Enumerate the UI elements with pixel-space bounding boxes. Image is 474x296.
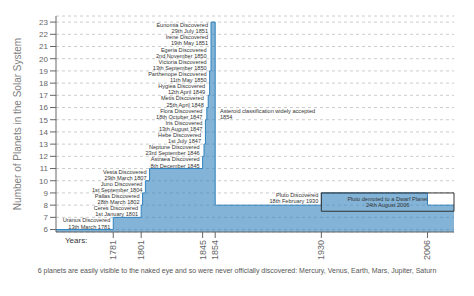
svg-text:Hebe Discovered1st July 1847: Hebe Discovered1st July 1847 [158,132,201,144]
svg-text:10: 10 [39,177,48,186]
svg-text:17: 17 [39,91,48,100]
svg-text:18: 18 [39,79,48,88]
svg-text:22: 22 [39,30,48,39]
svg-text:Number of Planets in the Solar: Number of Planets in the Solar System [12,38,23,210]
svg-text:Egeria Discovered2nd November: Egeria Discovered2nd November 1850 [156,47,207,59]
svg-text:1845: 1845 [198,240,208,260]
svg-text:12: 12 [39,152,48,161]
svg-text:Irene Discovered19th May 1851: Irene Discovered19th May 1851 [166,34,208,46]
svg-text:Asteroid classification widely: Asteroid classification widely accepted1… [220,108,315,120]
svg-text:15: 15 [39,116,48,125]
svg-text:Neptune Discovered23rd Septemb: Neptune Discovered23rd September 1846 [146,144,200,156]
svg-text:19: 19 [39,67,48,76]
svg-text:Pallas Discovered28th March 18: Pallas Discovered28th March 1802 [95,193,140,205]
svg-text:Astraea Discovered8th December: Astraea Discovered8th December 1845 [150,156,199,168]
svg-text:16: 16 [39,103,48,112]
svg-text:7: 7 [44,213,49,222]
svg-text:23: 23 [39,18,48,27]
svg-text:Uranus Discovered13th March 17: Uranus Discovered13th March 1781 [63,217,111,229]
svg-text:20: 20 [39,55,48,64]
html-text:6 planets are easily visible t: 6 planets are easily visible to the nake… [37,267,437,274]
svg-text:6: 6 [44,225,49,234]
svg-text:Juno Discovered1st September 1: Juno Discovered1st September 1804 [92,181,142,193]
svg-text:8: 8 [44,201,49,210]
svg-text:13: 13 [39,140,48,149]
svg-text:2006: 2006 [422,240,432,260]
svg-text:Metis Discovered25th April 184: Metis Discovered25th April 1848 [161,95,204,107]
svg-text:1930: 1930 [316,240,326,260]
svg-text:1781: 1781 [108,240,118,260]
svg-text:21: 21 [39,42,48,51]
svg-text:1801: 1801 [136,240,146,260]
svg-text:14: 14 [39,128,48,137]
svg-text:Pluto Discovered18th February: Pluto Discovered18th February 1930 [270,192,319,204]
svg-text:Victoria Discovered13th Septem: Victoria Discovered13th September 1850 [153,59,207,71]
svg-text:1854: 1854 [210,240,220,260]
svg-text:11: 11 [40,164,49,173]
svg-text:Years:: Years: [65,236,87,245]
svg-text:Vesta Discovered29th March 180: Vesta Discovered29th March 1807 [103,169,147,181]
svg-text:Ceres Discovered1st January 18: Ceres Discovered1st January 1801 [94,205,138,217]
svg-text:Iris Discovered13th August 184: Iris Discovered13th August 1847 [159,120,203,132]
svg-text:9: 9 [44,189,49,198]
svg-text:Eunomia Discovered29th July 18: Eunomia Discovered29th July 1851 [156,22,208,34]
svg-text:Pluto demoted to a Dwarf Plane: Pluto demoted to a Dwarf Planet24th Augu… [347,196,428,208]
svg-text:Flora Discovered18th October 1: Flora Discovered18th October 1847 [156,108,202,120]
svg-text:Hygiea Discovered12th April 18: Hygiea Discovered12th April 1849 [158,83,205,95]
svg-text:Parthenope Discovered11th May: Parthenope Discovered11th May 1850 [148,71,206,83]
